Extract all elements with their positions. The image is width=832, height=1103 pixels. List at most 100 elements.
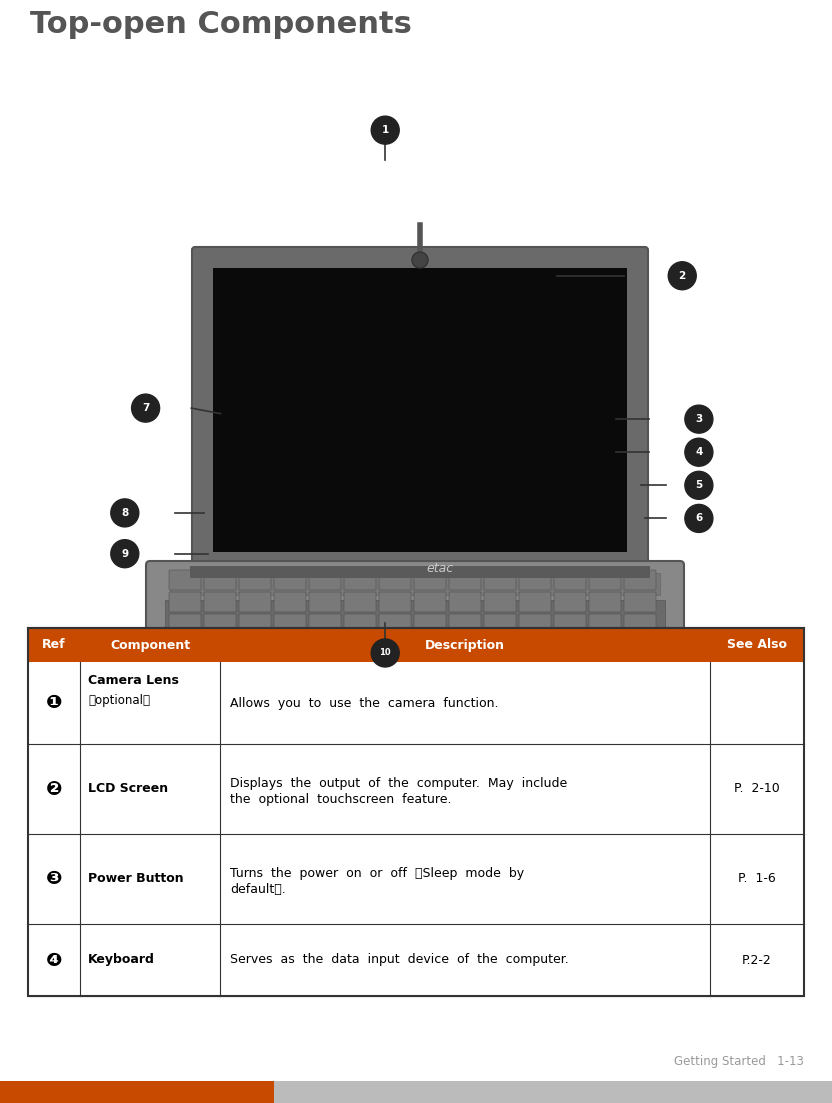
FancyBboxPatch shape [414, 592, 446, 612]
FancyBboxPatch shape [344, 614, 376, 634]
FancyBboxPatch shape [344, 570, 376, 590]
Text: 5: 5 [696, 480, 702, 491]
Text: Getting Started   1-13: Getting Started 1-13 [674, 1054, 804, 1068]
Text: ❹: ❹ [46, 951, 62, 970]
FancyBboxPatch shape [28, 745, 804, 834]
FancyBboxPatch shape [484, 570, 516, 590]
Text: ❸: ❸ [46, 869, 62, 889]
FancyBboxPatch shape [28, 924, 804, 996]
FancyBboxPatch shape [274, 636, 306, 656]
Text: Top-open Components: Top-open Components [30, 10, 412, 39]
Text: 6: 6 [696, 513, 702, 524]
FancyBboxPatch shape [239, 636, 271, 656]
Circle shape [371, 116, 399, 144]
Text: 4: 4 [696, 447, 702, 458]
FancyBboxPatch shape [624, 614, 656, 634]
FancyBboxPatch shape [28, 628, 804, 662]
Circle shape [111, 499, 139, 527]
Text: P.  1-6: P. 1-6 [738, 872, 776, 886]
FancyBboxPatch shape [519, 570, 551, 590]
Text: Camera Lens: Camera Lens [88, 674, 179, 687]
Circle shape [685, 405, 713, 433]
Circle shape [111, 539, 139, 568]
FancyBboxPatch shape [554, 570, 586, 590]
FancyBboxPatch shape [554, 636, 586, 656]
FancyBboxPatch shape [190, 566, 650, 578]
Text: P.2-2: P.2-2 [742, 953, 772, 966]
FancyBboxPatch shape [274, 570, 306, 590]
FancyBboxPatch shape [274, 592, 306, 612]
FancyBboxPatch shape [213, 268, 627, 552]
FancyBboxPatch shape [484, 636, 516, 656]
FancyBboxPatch shape [165, 657, 665, 695]
FancyBboxPatch shape [204, 592, 236, 612]
FancyBboxPatch shape [169, 614, 201, 634]
FancyBboxPatch shape [484, 614, 516, 634]
Circle shape [344, 724, 349, 728]
FancyBboxPatch shape [239, 592, 271, 612]
FancyBboxPatch shape [309, 636, 341, 656]
Text: 10: 10 [379, 649, 391, 657]
Text: 2: 2 [679, 270, 686, 281]
FancyBboxPatch shape [239, 614, 271, 634]
Text: Description: Description [425, 639, 505, 652]
FancyBboxPatch shape [169, 570, 201, 590]
Text: LCD Screen: LCD Screen [88, 782, 168, 795]
FancyBboxPatch shape [165, 600, 665, 660]
Circle shape [668, 261, 696, 290]
Circle shape [404, 724, 409, 728]
Text: Ref: Ref [42, 639, 66, 652]
Circle shape [393, 724, 398, 728]
FancyBboxPatch shape [204, 614, 236, 634]
Text: 3: 3 [696, 414, 702, 425]
Circle shape [333, 724, 338, 728]
FancyBboxPatch shape [519, 592, 551, 612]
FancyBboxPatch shape [0, 1081, 274, 1103]
FancyBboxPatch shape [28, 662, 804, 745]
FancyBboxPatch shape [146, 561, 684, 704]
Circle shape [685, 504, 713, 533]
Text: ❶: ❶ [46, 694, 62, 713]
FancyBboxPatch shape [449, 570, 481, 590]
FancyBboxPatch shape [589, 592, 621, 612]
Circle shape [428, 724, 433, 728]
FancyBboxPatch shape [309, 614, 341, 634]
FancyBboxPatch shape [449, 636, 481, 656]
FancyBboxPatch shape [379, 570, 411, 590]
FancyBboxPatch shape [204, 570, 236, 590]
FancyBboxPatch shape [310, 635, 440, 695]
Text: Power Button: Power Button [88, 872, 184, 886]
FancyBboxPatch shape [322, 762, 508, 823]
FancyBboxPatch shape [169, 592, 201, 612]
FancyBboxPatch shape [192, 247, 648, 572]
FancyBboxPatch shape [449, 592, 481, 612]
Text: P.  2-10: P. 2-10 [734, 782, 780, 795]
FancyBboxPatch shape [344, 636, 376, 656]
Circle shape [371, 639, 399, 667]
FancyBboxPatch shape [624, 592, 656, 612]
FancyBboxPatch shape [62, 694, 118, 758]
FancyBboxPatch shape [169, 636, 201, 656]
Circle shape [412, 251, 428, 268]
FancyBboxPatch shape [624, 570, 656, 590]
FancyBboxPatch shape [554, 614, 586, 634]
Text: 8: 8 [121, 507, 128, 518]
FancyBboxPatch shape [170, 572, 660, 595]
FancyBboxPatch shape [274, 614, 306, 634]
Text: Serves  as  the  data  input  device  of  the  computer.: Serves as the data input device of the c… [230, 953, 569, 966]
FancyBboxPatch shape [414, 570, 446, 590]
FancyBboxPatch shape [274, 1081, 832, 1103]
Circle shape [356, 724, 361, 728]
Circle shape [440, 724, 445, 728]
Text: （optional）: （optional） [88, 694, 150, 707]
FancyBboxPatch shape [589, 636, 621, 656]
FancyBboxPatch shape [309, 592, 341, 612]
Text: the  optional  touchscreen  feature.: the optional touchscreen feature. [230, 793, 452, 806]
FancyBboxPatch shape [338, 774, 492, 811]
FancyBboxPatch shape [239, 570, 271, 590]
FancyBboxPatch shape [110, 687, 720, 765]
FancyBboxPatch shape [344, 592, 376, 612]
Text: 1: 1 [382, 125, 389, 136]
FancyBboxPatch shape [28, 834, 804, 924]
Text: 9: 9 [121, 548, 128, 559]
